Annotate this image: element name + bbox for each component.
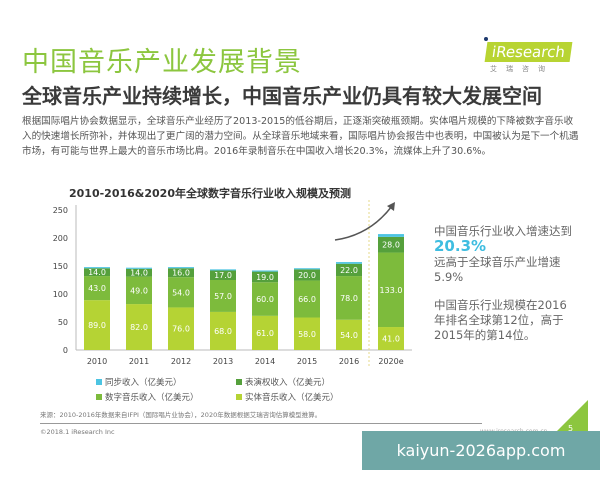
x-tick-label: 2013 xyxy=(213,357,233,366)
y-tick-label: 50 xyxy=(58,318,68,327)
bar-segment xyxy=(336,263,362,277)
data-label: 54.0 xyxy=(340,331,358,340)
bar-segment xyxy=(378,236,404,253)
data-label: 76.0 xyxy=(172,325,190,334)
data-label: 60.0 xyxy=(256,295,274,304)
data-label: 41.0 xyxy=(382,335,400,344)
y-tick-label: 200 xyxy=(53,234,68,243)
data-label: 28.0 xyxy=(382,241,400,250)
bar-segment xyxy=(84,300,110,350)
bar-segment xyxy=(168,267,194,269)
bar-segment xyxy=(252,270,278,272)
bar-segment xyxy=(84,267,110,269)
intro-paragraph: 根据国际唱片协会数据显示，全球音乐产业经历了2013-2015的低谷期后，正逐渐… xyxy=(22,116,579,157)
x-tick-label: 2010 xyxy=(87,357,107,366)
bar-segment xyxy=(210,269,236,271)
watermark: kaiyun-2026app.com xyxy=(362,431,600,470)
data-label: 68.0 xyxy=(214,327,232,336)
data-label: 66.0 xyxy=(298,295,316,304)
data-label: 54.0 xyxy=(172,288,190,297)
data-label: 43.0 xyxy=(88,284,106,293)
growth-callout: 中国音乐行业收入增速达到20.3% 远高于全球音乐产业增速5.9% xyxy=(434,224,572,284)
x-tick-label: 2011 xyxy=(129,357,149,366)
bar-segment xyxy=(252,271,278,283)
bar-segment xyxy=(336,276,362,320)
bar-segment xyxy=(336,319,362,350)
bar-segment xyxy=(168,277,194,308)
data-label: 49.0 xyxy=(130,286,148,295)
page-number: 5 xyxy=(568,424,574,433)
y-tick-label: 250 xyxy=(53,206,68,215)
page-subtitle: 全球音乐产业持续增长，中国音乐产业仍具有较大发展空间 xyxy=(22,84,542,108)
bar-segment xyxy=(126,304,152,350)
data-label: 89.0 xyxy=(88,321,106,330)
bar-segment xyxy=(378,234,404,237)
bar-segment xyxy=(252,315,278,350)
data-label: 57.0 xyxy=(214,292,232,301)
data-label: 58.0 xyxy=(298,330,316,339)
data-label: 133.0 xyxy=(380,286,403,295)
legend-performance: 表演权收入（亿美元） xyxy=(236,376,330,388)
x-tick-label: 2016 xyxy=(339,357,359,366)
data-label: 22.0 xyxy=(340,266,358,275)
bar-segment xyxy=(336,262,362,264)
bar-segment xyxy=(126,268,152,277)
data-label: 14.0 xyxy=(130,269,148,278)
bar-segment xyxy=(210,311,236,350)
source-note: 来源：2010-2016年数据来自IFPI（国际唱片业协会），2020年数据根据… xyxy=(40,411,322,419)
data-label: 82.0 xyxy=(130,323,148,332)
data-label: 78.0 xyxy=(340,294,358,303)
y-tick-label: 100 xyxy=(53,290,68,299)
bar-segment xyxy=(168,307,194,350)
trend-arrow xyxy=(334,205,393,241)
bar-segment xyxy=(378,327,404,350)
iresearch-logo: iResearch 艾瑞咨询 xyxy=(484,37,573,74)
bar-segment xyxy=(84,268,110,277)
y-tick-label: 0 xyxy=(63,346,68,355)
legend-physical: 实体音乐收入（亿美元） xyxy=(236,391,339,403)
bar-segment xyxy=(168,268,194,278)
copyright: ©2018.1 iResearch Inc xyxy=(40,428,115,436)
x-tick-label: 2014 xyxy=(255,357,275,366)
bar-segment xyxy=(294,269,320,281)
bar-segment xyxy=(126,267,152,269)
x-tick-label: 2012 xyxy=(171,357,191,366)
chart-title: 2010-2016&2020年全球数字音乐行业收入规模及预测 xyxy=(68,187,351,200)
data-label: 16.0 xyxy=(172,269,190,278)
bar-segment xyxy=(378,252,404,328)
x-tick-label: 2015 xyxy=(297,357,317,366)
bar-segment xyxy=(294,317,320,350)
footer-divider xyxy=(40,423,482,424)
trend-arrow-head xyxy=(387,202,395,211)
legend-sync: 同步收入（亿美元） xyxy=(96,376,182,388)
bar-segment xyxy=(294,280,320,318)
bar-segment xyxy=(84,276,110,301)
bar-segment xyxy=(210,280,236,312)
data-label: 14.0 xyxy=(88,268,106,277)
ranking-callout: 中国音乐行业规模在2016年排名全球第12位，高于2015年的第14位。 xyxy=(434,298,567,342)
x-tick-label: 2020e xyxy=(378,357,403,366)
data-label: 19.0 xyxy=(256,273,274,282)
data-label: 61.0 xyxy=(256,329,274,338)
bar-segment xyxy=(294,268,320,270)
bar-segment xyxy=(252,282,278,316)
page-title: 中国音乐产业发展背景 xyxy=(22,47,302,78)
y-tick-label: 150 xyxy=(53,262,68,271)
data-label: 20.0 xyxy=(298,271,316,280)
data-label: 17.0 xyxy=(214,271,232,280)
bar-segment xyxy=(126,276,152,305)
legend-digital: 数字音乐收入（亿美元） xyxy=(96,391,199,403)
bar-segment xyxy=(210,270,236,280)
